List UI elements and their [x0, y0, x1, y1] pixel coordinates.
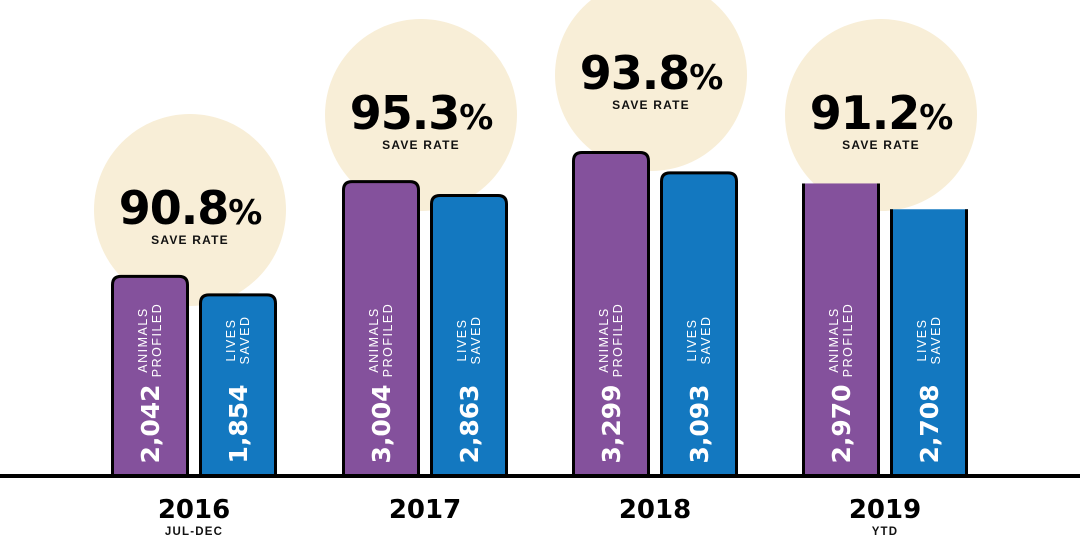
bar-series-label: SAVED: [238, 316, 252, 365]
bar-lives-saved: [199, 293, 277, 476]
bar-lives-saved: [430, 193, 508, 476]
year-subtitle: JUL-DEC: [165, 526, 223, 536]
bar-animals-profiled: [572, 151, 650, 476]
bar-value-label: 1,854: [224, 384, 253, 463]
bar-series-label: PROFILED: [381, 303, 395, 378]
save-rate-label: SAVE RATE: [382, 138, 460, 152]
bar-series-label: LIVES: [455, 319, 469, 362]
bar-value-label: 2,042: [136, 384, 165, 463]
bar-value-label: 2,863: [455, 384, 484, 463]
bar-series-label: SAVED: [699, 316, 713, 365]
save-rate-value: 93.8%: [580, 46, 723, 100]
year-label: 2019: [849, 495, 921, 525]
bar-animals-profiled: [342, 180, 420, 476]
percent-sign: %: [919, 98, 952, 138]
bar-animals-profiled: [802, 183, 880, 476]
bar-series-label: PROFILED: [841, 303, 855, 378]
bar-series-label: SAVED: [929, 316, 943, 365]
year-subtitle: YTD: [872, 526, 899, 536]
save-rate-circle: [325, 19, 517, 211]
bar-series-label: PROFILED: [150, 303, 164, 378]
save-rate-value: 95.3%: [350, 86, 493, 140]
bar-value-label: 3,093: [685, 384, 714, 463]
save-rate-circle: [785, 19, 977, 211]
save-rate-value: 90.8%: [119, 181, 262, 235]
save-rate-label: SAVE RATE: [842, 138, 920, 152]
year-label: 2018: [619, 495, 691, 525]
bar-series-label: PROFILED: [611, 303, 625, 378]
bar-series-label: SAVED: [469, 316, 483, 365]
bar-value-label: 2,970: [827, 384, 856, 463]
bar-lives-saved: [660, 171, 738, 476]
save-rate-number: 91.2: [810, 86, 920, 140]
save-rate-circle: [555, 0, 747, 171]
save-rate-label: SAVE RATE: [612, 98, 690, 112]
bar-series-label: ANIMALS: [597, 307, 611, 372]
save-rate-value: 91.2%: [810, 86, 953, 140]
bar-series-label: LIVES: [224, 319, 238, 362]
bar-series-label: LIVES: [685, 319, 699, 362]
bar-lives-saved: [890, 209, 968, 476]
year-label: 2016: [158, 495, 230, 525]
save-rate-number: 90.8: [119, 181, 229, 235]
save-rate-label: SAVE RATE: [151, 233, 229, 247]
bar-series-label: ANIMALS: [827, 307, 841, 372]
bar-series-label: ANIMALS: [367, 307, 381, 372]
save-rate-number: 93.8: [580, 46, 690, 100]
bar-animals-profiled: [111, 274, 189, 476]
bar-value-label: 3,004: [367, 384, 396, 463]
save-rate-number: 95.3: [350, 86, 460, 140]
percent-sign: %: [689, 58, 722, 98]
bar-value-label: 3,299: [597, 384, 626, 463]
bar-value-label: 2,708: [915, 384, 944, 463]
year-label: 2017: [389, 495, 461, 525]
percent-sign: %: [459, 98, 492, 138]
bar-series-label: LIVES: [915, 319, 929, 362]
bar-series-label: ANIMALS: [136, 307, 150, 372]
percent-sign: %: [228, 193, 261, 233]
save-rate-circle: [94, 114, 286, 306]
